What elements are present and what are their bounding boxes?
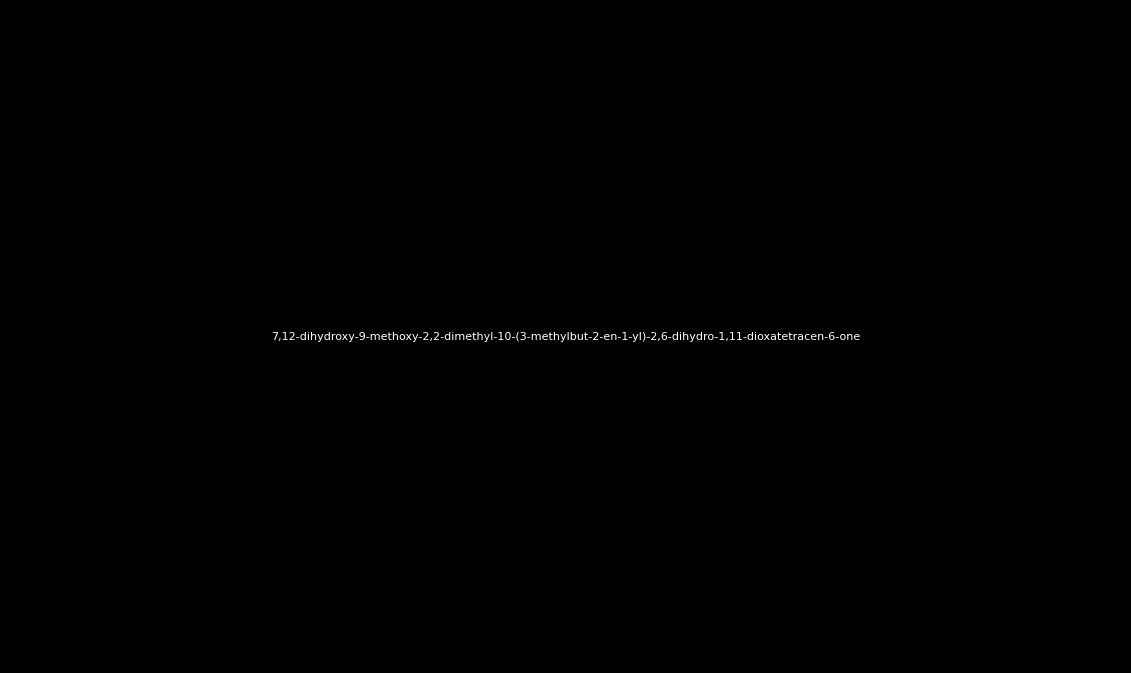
Text: 7,12-dihydroxy-9-methoxy-2,2-dimethyl-10-(3-methylbut-2-en-1-yl)-2,6-dihydro-1,1: 7,12-dihydroxy-9-methoxy-2,2-dimethyl-10… [271, 332, 860, 341]
